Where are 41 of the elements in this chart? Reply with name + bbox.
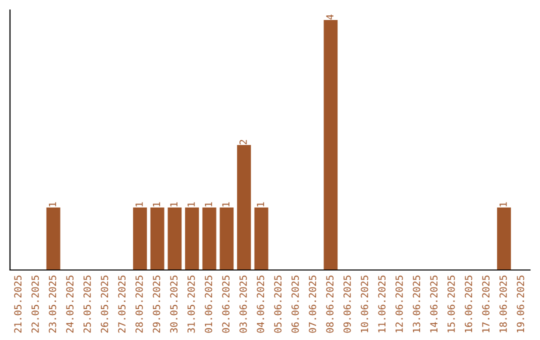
data-label: 1	[188, 202, 195, 206]
x-tick-label: 16.06.2025	[464, 276, 472, 332]
data-label: 2	[239, 140, 247, 144]
data-label: 1	[204, 202, 212, 206]
x-tick-label: 21.05.2025	[14, 276, 22, 333]
x-tick-label: 03.06.2025	[239, 276, 247, 333]
x-tick-label: 22.05.2025	[31, 276, 39, 333]
data-label: 4	[326, 14, 334, 20]
data-label: 1	[170, 202, 178, 206]
x-tick-label: 10.06.2025	[360, 276, 368, 332]
x-tick-label: 08.06.2025	[326, 276, 334, 333]
x-tick-label: 28.05.2025	[135, 276, 143, 333]
x-tick-label: 15.06.2025	[447, 276, 455, 332]
x-tick-label: 19.06.2025	[516, 276, 524, 332]
x-tick-label: 01.06.2025	[204, 276, 212, 333]
x-tick-label: 27.05.2025	[118, 276, 126, 333]
x-tick-label: 05.06.2025	[274, 276, 282, 333]
x-tick-label: 02.06.2025	[222, 276, 230, 333]
x-tick-label: 24.05.2025	[66, 276, 74, 333]
x-tick-label: 17.06.2025	[482, 276, 490, 332]
x-tick-label: 30.05.2025	[170, 276, 178, 333]
x-tick-label: 14.06.2025	[430, 276, 438, 332]
x-tick-label: 07.06.2025	[308, 276, 316, 333]
data-label: 1	[48, 202, 56, 206]
x-tick-label: 23.05.2025	[48, 276, 56, 333]
x-tick-label: 31.05.2025	[187, 276, 195, 333]
x-tick-label: 09.06.2025	[343, 276, 351, 333]
x-tick-label: 26.05.2025	[100, 276, 108, 333]
data-label: 1	[152, 202, 160, 206]
x-tick-label: 11.06.2025	[378, 276, 386, 332]
x-tick-label: 12.06.2025	[395, 276, 403, 332]
x-tick-label: 29.05.2025	[152, 276, 160, 333]
data-label: 1	[136, 202, 143, 206]
data-label: 1	[256, 202, 264, 206]
x-tick-label: 06.06.2025	[291, 276, 299, 333]
x-tick-label: 04.06.2025	[256, 276, 264, 333]
x-tick-label: 18.06.2025	[499, 276, 507, 332]
data-label: 1	[500, 202, 507, 206]
x-tick-label: 13.06.2025	[412, 276, 420, 332]
data-label: 1	[222, 202, 230, 206]
x-tick-label: 25.05.2025	[83, 276, 91, 333]
